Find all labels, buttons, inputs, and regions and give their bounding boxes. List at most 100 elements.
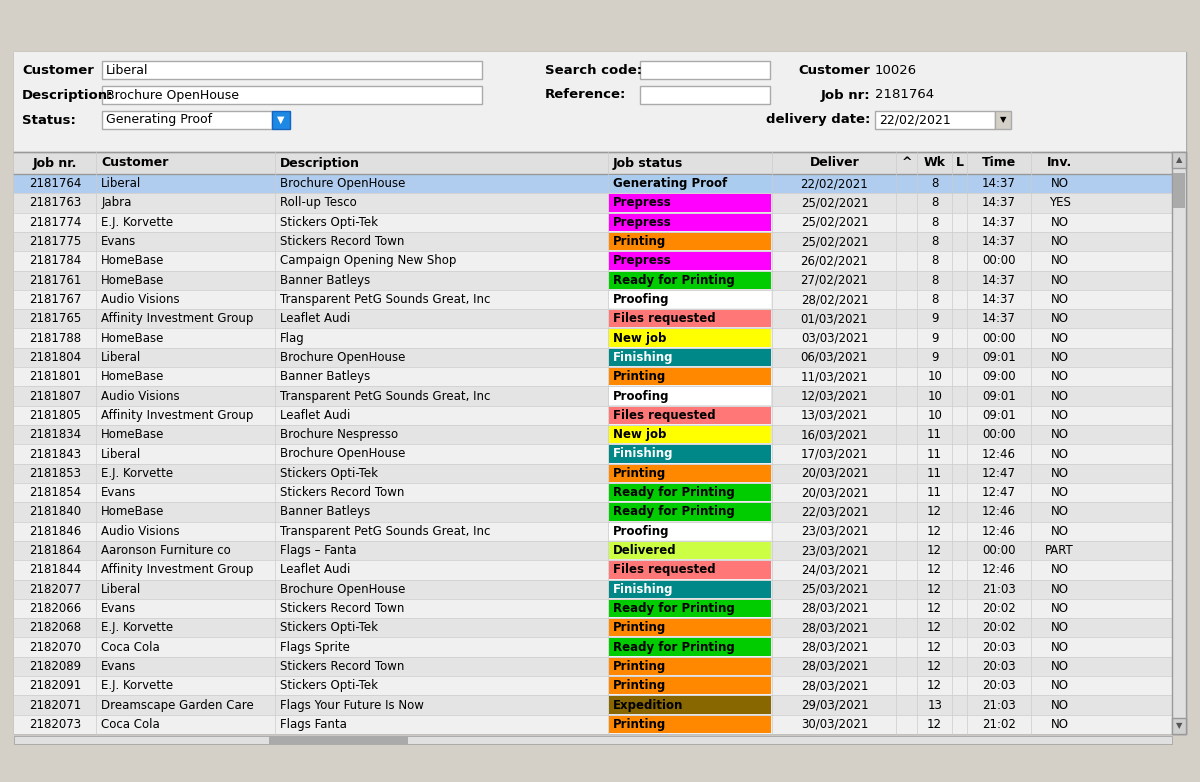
- Text: 20:03: 20:03: [982, 660, 1015, 673]
- Bar: [610, 677, 772, 694]
- Text: 13/03/2021: 13/03/2021: [800, 409, 868, 421]
- Text: Stickers Record Town: Stickers Record Town: [280, 486, 404, 499]
- Text: 03/03/2021: 03/03/2021: [800, 332, 868, 345]
- Bar: [14, 309, 1172, 328]
- Text: NO: NO: [1051, 254, 1069, 267]
- Bar: [14, 328, 1172, 348]
- Bar: [14, 464, 1172, 483]
- Text: 11: 11: [928, 486, 942, 499]
- Text: 00:00: 00:00: [982, 544, 1015, 557]
- Text: NO: NO: [1051, 602, 1069, 615]
- Text: 2182070: 2182070: [29, 640, 82, 654]
- Text: 12: 12: [928, 583, 942, 596]
- Text: 2181844: 2181844: [29, 563, 82, 576]
- Text: Printing: Printing: [613, 718, 666, 731]
- Text: 2181807: 2181807: [29, 389, 82, 403]
- Text: 2181774: 2181774: [29, 216, 82, 229]
- Text: NO: NO: [1051, 660, 1069, 673]
- Bar: [610, 619, 772, 637]
- Text: NO: NO: [1051, 216, 1069, 229]
- Bar: [14, 425, 1172, 444]
- Text: 12: 12: [928, 525, 942, 538]
- Text: NO: NO: [1051, 621, 1069, 634]
- Text: 12: 12: [928, 660, 942, 673]
- Text: 2181788: 2181788: [29, 332, 82, 345]
- Text: 01/03/2021: 01/03/2021: [800, 312, 868, 325]
- Text: 25/02/2021: 25/02/2021: [800, 216, 869, 229]
- Text: NO: NO: [1051, 525, 1069, 538]
- Text: Brochure OpenHouse: Brochure OpenHouse: [280, 351, 404, 364]
- Text: Prepress: Prepress: [613, 196, 672, 210]
- Bar: [102, 61, 482, 79]
- Text: Banner Batleys: Banner Batleys: [280, 274, 370, 287]
- Bar: [14, 174, 1172, 193]
- Bar: [610, 310, 772, 328]
- Text: Affinity Investment Group: Affinity Investment Group: [101, 409, 253, 421]
- Text: Deliver: Deliver: [810, 156, 859, 170]
- Text: NO: NO: [1051, 332, 1069, 345]
- Text: Finishing: Finishing: [613, 583, 673, 596]
- Text: 2181764: 2181764: [875, 88, 934, 102]
- Text: 28/02/2021: 28/02/2021: [800, 293, 869, 306]
- Text: Stickers Opti-Tek: Stickers Opti-Tek: [280, 680, 378, 692]
- Bar: [610, 233, 772, 250]
- Text: Description: Description: [280, 156, 360, 170]
- Text: 2181853: 2181853: [29, 467, 82, 480]
- Text: ▼: ▼: [277, 115, 284, 125]
- Text: Coca Cola: Coca Cola: [101, 718, 160, 731]
- Text: Printing: Printing: [613, 680, 666, 692]
- Text: 12: 12: [928, 621, 942, 634]
- Text: 24/03/2021: 24/03/2021: [800, 563, 869, 576]
- Text: 2182073: 2182073: [29, 718, 82, 731]
- Text: Brochure OpenHouse: Brochure OpenHouse: [280, 583, 404, 596]
- Text: 20:03: 20:03: [982, 640, 1015, 654]
- Text: Job status: Job status: [613, 156, 683, 170]
- Text: 27/02/2021: 27/02/2021: [800, 274, 869, 287]
- Bar: [1174, 173, 1186, 208]
- Bar: [610, 445, 772, 463]
- Text: 28/03/2021: 28/03/2021: [800, 640, 868, 654]
- Text: 29/03/2021: 29/03/2021: [800, 698, 869, 712]
- Bar: [14, 522, 1172, 541]
- Bar: [610, 542, 772, 559]
- Text: Proofing: Proofing: [613, 525, 670, 538]
- Text: 22/02/2021: 22/02/2021: [800, 178, 869, 190]
- Text: 23/03/2021: 23/03/2021: [800, 544, 868, 557]
- Bar: [875, 111, 995, 129]
- Text: 2181764: 2181764: [29, 178, 82, 190]
- Bar: [14, 52, 1186, 734]
- Text: Liberal: Liberal: [101, 447, 142, 461]
- Text: 2181840: 2181840: [29, 505, 82, 518]
- Text: 8: 8: [931, 178, 938, 190]
- Text: 12: 12: [928, 563, 942, 576]
- Text: 09:00: 09:00: [982, 370, 1015, 383]
- Text: Status:: Status:: [22, 113, 76, 127]
- Text: Evans: Evans: [101, 486, 137, 499]
- Text: 2182077: 2182077: [29, 583, 82, 596]
- Bar: [610, 368, 772, 386]
- Text: Files requested: Files requested: [613, 312, 715, 325]
- Text: 20:03: 20:03: [982, 680, 1015, 692]
- Text: HomeBase: HomeBase: [101, 254, 164, 267]
- Text: E.J. Korvette: E.J. Korvette: [101, 621, 173, 634]
- Text: Customer: Customer: [798, 63, 870, 77]
- Bar: [272, 111, 290, 129]
- Text: 12:47: 12:47: [982, 467, 1016, 480]
- Text: 14:37: 14:37: [982, 216, 1016, 229]
- Text: Evans: Evans: [101, 602, 137, 615]
- Text: 11: 11: [928, 467, 942, 480]
- Text: Transparent PetG Sounds Great, Inc: Transparent PetG Sounds Great, Inc: [280, 389, 490, 403]
- Text: 2181864: 2181864: [29, 544, 82, 557]
- Text: NO: NO: [1051, 178, 1069, 190]
- Text: Proofing: Proofing: [613, 389, 670, 403]
- Bar: [14, 736, 1172, 744]
- Text: 26/02/2021: 26/02/2021: [800, 254, 869, 267]
- Text: Stickers Record Town: Stickers Record Town: [280, 235, 404, 248]
- Bar: [14, 715, 1172, 734]
- Text: Banner Batleys: Banner Batleys: [280, 370, 370, 383]
- Text: 14:37: 14:37: [982, 235, 1016, 248]
- Text: Customer: Customer: [22, 63, 94, 77]
- Bar: [14, 367, 1172, 386]
- Bar: [14, 695, 1172, 715]
- Text: 9: 9: [931, 351, 938, 364]
